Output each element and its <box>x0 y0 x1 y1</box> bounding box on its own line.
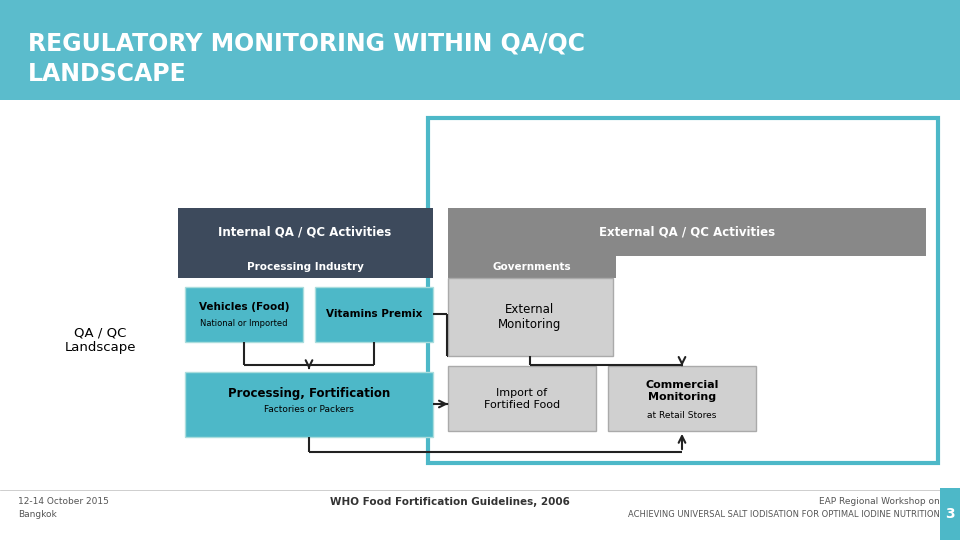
Text: Vehicles (Food): Vehicles (Food) <box>199 302 289 312</box>
Text: Bangkok: Bangkok <box>18 510 57 519</box>
Bar <box>185 372 433 437</box>
Bar <box>315 287 433 342</box>
Text: EAP Regional Workshop on: EAP Regional Workshop on <box>819 497 940 506</box>
Bar <box>448 366 596 431</box>
Text: Vitamins Premix: Vitamins Premix <box>325 309 422 319</box>
Bar <box>608 366 756 431</box>
Text: REGULATORY MONITORING WITHIN QA/QC: REGULATORY MONITORING WITHIN QA/QC <box>28 32 585 56</box>
Bar <box>448 208 926 256</box>
Bar <box>428 118 938 463</box>
Text: Internal QA / QC Activities: Internal QA / QC Activities <box>218 226 392 239</box>
Text: ACHIEVING UNIVERSAL SALT IODISATION FOR OPTIMAL IODINE NUTRITION: ACHIEVING UNIVERSAL SALT IODISATION FOR … <box>628 510 940 519</box>
Text: Factories or Packers: Factories or Packers <box>264 406 354 415</box>
Bar <box>0 0 960 100</box>
Text: National or Imported: National or Imported <box>201 319 288 327</box>
Text: QA / QC
Landscape: QA / QC Landscape <box>64 326 135 354</box>
Bar <box>178 256 433 278</box>
Text: 12-14 October 2015: 12-14 October 2015 <box>18 497 108 506</box>
Text: Import of
Fortified Food: Import of Fortified Food <box>484 388 560 410</box>
Text: Processing Industry: Processing Industry <box>247 262 364 272</box>
Text: at Retail Stores: at Retail Stores <box>647 411 717 421</box>
Bar <box>940 488 960 540</box>
Text: External QA / QC Activities: External QA / QC Activities <box>599 226 775 239</box>
Bar <box>178 208 433 256</box>
Bar <box>185 287 303 342</box>
Text: Processing, Fortification: Processing, Fortification <box>228 387 390 400</box>
Text: LANDSCAPE: LANDSCAPE <box>28 62 187 86</box>
Bar <box>448 278 613 356</box>
Bar <box>448 256 616 278</box>
Text: External
Monitoring: External Monitoring <box>498 303 562 331</box>
Text: Governments: Governments <box>492 262 571 272</box>
Text: Commercial
Monitoring: Commercial Monitoring <box>645 380 719 402</box>
Text: 3: 3 <box>946 507 955 521</box>
Text: WHO Food Fortification Guidelines, 2006: WHO Food Fortification Guidelines, 2006 <box>330 497 570 507</box>
